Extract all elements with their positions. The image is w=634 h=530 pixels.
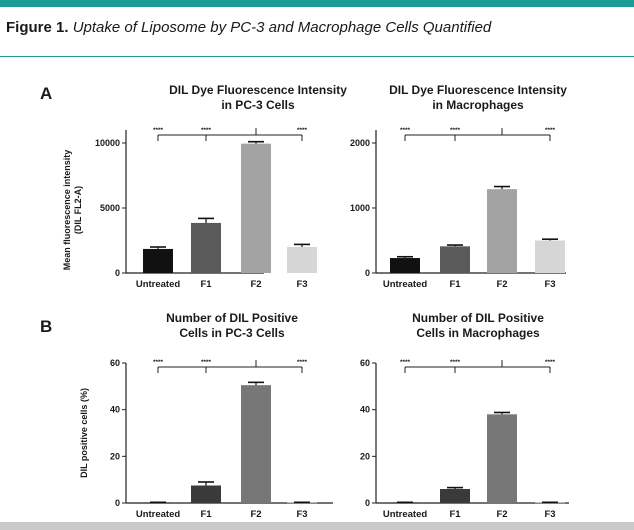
chart-title-line2: in PC-3 Cells: [221, 98, 295, 112]
y-tick-label: 10000: [95, 138, 120, 148]
x-tick-label: F2: [250, 279, 261, 290]
bar-f3: [535, 240, 565, 273]
chart-title-line2: Cells in PC-3 Cells: [179, 326, 285, 340]
chart-title-line2: Cells in Macrophages: [416, 326, 540, 340]
bar-f3: [287, 247, 317, 273]
x-tick-label: F1: [449, 279, 461, 290]
figure-title: Uptake of Liposome by PC-3 and Macrophag…: [72, 19, 492, 36]
y-tick-label: 0: [365, 498, 370, 508]
y-axis-label-a-line1: Mean fluorescence intensity: [62, 150, 72, 271]
y-tick-label: 60: [360, 358, 370, 368]
x-tick-label: F1: [200, 279, 212, 290]
y-tick-label: 20: [110, 451, 120, 461]
y-tick-label: 20: [360, 451, 370, 461]
x-tick-label: Untreated: [383, 279, 428, 290]
y-axis-label-a-line2: (DIL FL2-A): [73, 186, 83, 234]
figure-caption: Figure 1. Uptake of Liposome by PC-3 and…: [6, 19, 491, 36]
y-tick-label: 40: [110, 405, 120, 415]
y-tick-label: 0: [115, 268, 120, 278]
y-tick-label: 1000: [350, 203, 370, 213]
bar-f2: [241, 143, 271, 273]
y-tick-label: 40: [360, 405, 370, 415]
y-tick-label: 60: [110, 358, 120, 368]
caption-divider: [0, 56, 634, 57]
significance-label: ****: [450, 127, 461, 134]
y-axis-label-b: DIL positive cells (%): [79, 388, 89, 478]
x-tick-label: F3: [544, 509, 555, 520]
chart-title-line1: Number of DIL Positive: [166, 311, 298, 325]
significance-label: ****: [201, 127, 212, 134]
bar-f1: [191, 485, 221, 503]
top-accent-rule: [0, 0, 634, 7]
bar-untreated: [143, 248, 173, 273]
x-tick-label: F1: [449, 509, 461, 520]
significance-label: ****: [400, 127, 411, 134]
x-tick-label: F3: [544, 279, 555, 290]
bar-f2: [487, 414, 517, 503]
y-tick-label: 2000: [350, 138, 370, 148]
panel-label-a: A: [40, 84, 52, 103]
panel-label-b: B: [40, 317, 52, 336]
significance-label: ****: [297, 359, 308, 366]
x-tick-label: Untreated: [136, 509, 181, 520]
x-tick-label: F3: [296, 509, 307, 520]
significance-label: ****: [545, 127, 556, 134]
significance-label: ****: [400, 359, 411, 366]
significance-label: ****: [153, 127, 164, 134]
x-tick-label: Untreated: [136, 279, 181, 290]
chart-title-line1: DIL Dye Fluorescence Intensity: [169, 83, 347, 97]
figure-label: Figure 1.: [6, 19, 69, 36]
significance-label: ****: [201, 359, 212, 366]
y-tick-label: 0: [115, 498, 120, 508]
chart-title-line1: Number of DIL Positive: [412, 311, 544, 325]
x-tick-label: F3: [296, 279, 307, 290]
bar-f1: [440, 246, 470, 273]
significance-label: ****: [297, 127, 308, 134]
bar-f2: [241, 385, 271, 503]
bottom-bar: [0, 522, 634, 530]
bar-f2: [487, 189, 517, 273]
x-tick-label: F1: [200, 509, 212, 520]
x-tick-label: F2: [250, 509, 261, 520]
bar-f1: [440, 489, 470, 503]
x-tick-label: F2: [496, 279, 507, 290]
bar-f1: [191, 222, 221, 273]
significance-label: ****: [545, 359, 556, 366]
chart-title-line1: DIL Dye Fluorescence Intensity: [389, 83, 567, 97]
significance-label: ****: [153, 359, 164, 366]
bar-untreated: [390, 258, 420, 273]
chart-title-line2: in Macrophages: [432, 98, 524, 112]
x-tick-label: F2: [496, 509, 507, 520]
significance-label: ****: [450, 359, 461, 366]
y-tick-label: 0: [365, 268, 370, 278]
x-tick-label: Untreated: [383, 509, 428, 520]
y-tick-label: 5000: [100, 203, 120, 213]
